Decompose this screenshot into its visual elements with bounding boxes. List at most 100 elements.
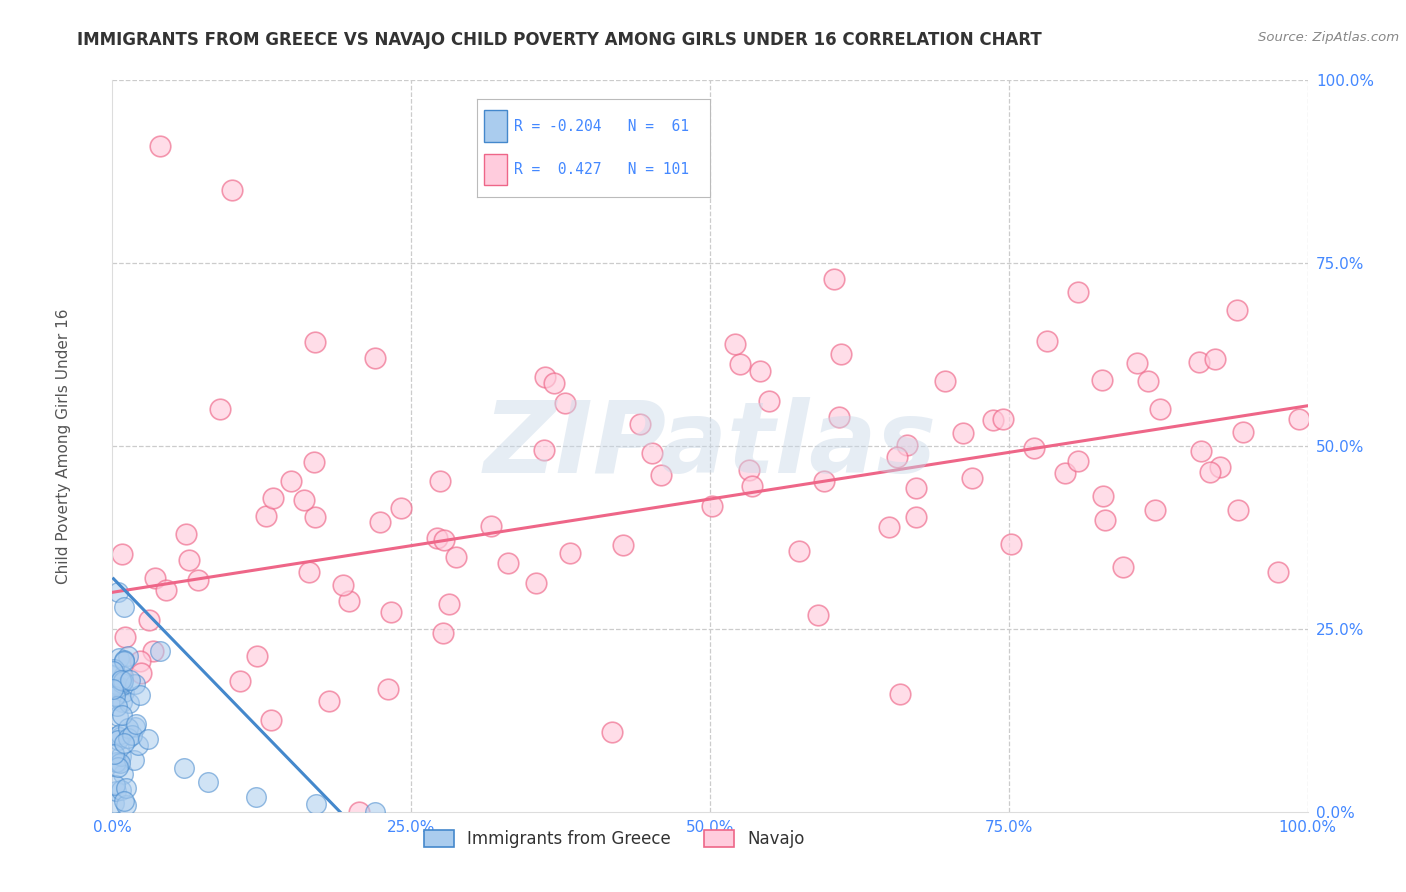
Point [728,357,751,371]
Text: Source: ZipAtlas.com: Source: ZipAtlas.com [1258,31,1399,45]
Point [758,394,780,409]
Point [292,492,315,507]
Point [748,364,770,378]
Point [138,613,160,627]
Point [1094,512,1116,526]
Point [129,688,152,702]
Legend: Immigrants from Greece, Navajo: Immigrants from Greece, Navajo [418,823,811,855]
Point [112,654,135,668]
Point [889,688,911,702]
Point [364,351,387,366]
Point [209,402,232,417]
Point [197,775,219,789]
Point [789,543,811,558]
Point [229,674,252,689]
Point [187,574,209,588]
Point [104,690,127,704]
Point [426,531,449,545]
Point [612,538,634,552]
Point [142,644,165,658]
Point [1199,465,1222,479]
Point [245,790,267,805]
Point [101,668,124,682]
Point [117,649,139,664]
Point [368,515,391,529]
Point [304,334,326,349]
Point [112,653,135,667]
Point [1226,303,1249,318]
Point [107,651,129,665]
Point [1136,374,1159,388]
Point [103,692,125,706]
Point [558,546,581,560]
Point [118,696,141,710]
Point [177,552,200,566]
Point [377,682,399,697]
Point [1232,425,1254,439]
Point [1125,356,1147,370]
Point [174,527,197,541]
Point [103,662,125,676]
Point [934,374,956,388]
Point [741,479,763,493]
Point [543,376,565,390]
Point [1067,454,1090,468]
Point [1188,355,1211,369]
Point [108,756,131,771]
Point [905,510,928,524]
Point [444,550,467,565]
Point [1227,503,1250,517]
Point [149,644,172,658]
Point [107,732,129,747]
Point [138,731,160,746]
Point [117,731,139,745]
Point [101,664,124,678]
Point [960,471,983,485]
Point [347,805,370,819]
Point [1209,460,1232,475]
Point [110,680,132,694]
Point [108,726,131,740]
Point [103,747,125,762]
Point [332,578,354,592]
Point [437,597,460,611]
Point [125,717,148,731]
Point [149,139,172,153]
Point [112,767,135,781]
Point [952,425,974,440]
Point [554,395,576,409]
Point [111,673,134,688]
Point [103,676,125,690]
Point [498,556,520,570]
Point [127,738,149,752]
Point [905,481,928,495]
Point [304,510,326,524]
Point [298,565,321,579]
Point [111,708,134,723]
Point [155,583,177,598]
Point [1000,537,1022,551]
Point [433,533,456,547]
Point [1091,373,1114,387]
Point [107,585,129,599]
Point [524,575,547,590]
Point [143,571,166,585]
Point [389,501,412,516]
Point [1149,402,1171,417]
Point [640,446,662,460]
Point [105,729,128,743]
Point [111,548,134,562]
Point [110,782,132,797]
Point [115,798,138,813]
Point [112,794,135,808]
Point [830,347,852,361]
Point [107,755,129,769]
Point [318,694,340,708]
Point [105,698,128,713]
Text: Child Poverty Among Girls Under 16: Child Poverty Among Girls Under 16 [56,309,70,583]
Point [364,805,387,819]
Point [896,438,918,452]
Point [738,463,761,477]
Point [107,709,129,723]
Point [305,797,328,812]
